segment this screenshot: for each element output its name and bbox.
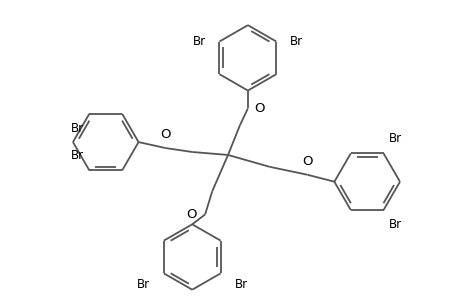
Text: O: O	[302, 155, 312, 168]
Text: O: O	[186, 208, 197, 221]
Text: Br: Br	[290, 35, 302, 48]
Text: Br: Br	[71, 122, 84, 135]
Text: Br: Br	[71, 149, 84, 163]
Text: Br: Br	[192, 35, 205, 48]
Text: O: O	[160, 128, 170, 141]
Text: Br: Br	[234, 278, 247, 291]
Text: Br: Br	[388, 133, 401, 146]
Text: O: O	[253, 102, 264, 115]
Text: Br: Br	[136, 278, 150, 291]
Text: Br: Br	[388, 218, 401, 231]
